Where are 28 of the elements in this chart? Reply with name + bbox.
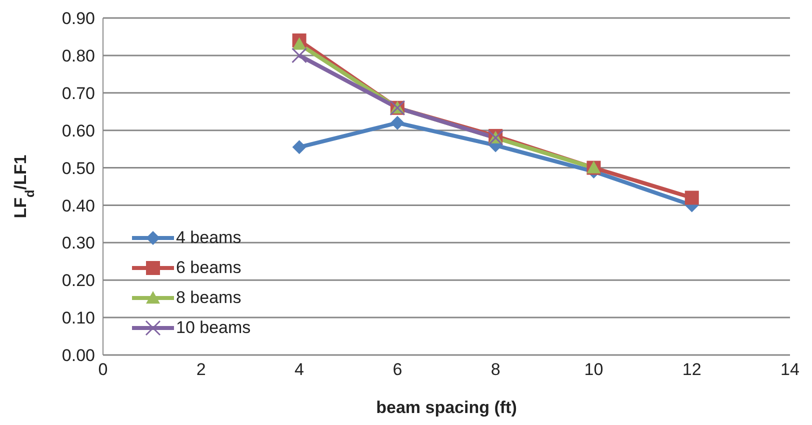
x-tick-label: 14	[780, 360, 800, 380]
point	[292, 140, 306, 154]
x-tick-label: 2	[196, 360, 206, 380]
y-tick-label: 0.20	[62, 271, 95, 290]
legend-label: 6 beams	[176, 258, 242, 278]
y-tick-label: 0.10	[62, 308, 95, 328]
y-tick-label: 0.80	[62, 46, 95, 66]
legend-label: 4 beams	[176, 228, 242, 248]
legend-label: 10 beams	[176, 318, 251, 338]
point	[292, 48, 308, 64]
point	[684, 190, 699, 205]
y-tick-label: 0.40	[62, 196, 95, 216]
x-tick-label: 4	[294, 360, 304, 380]
point	[292, 37, 306, 50]
legend-label: 8 beams	[176, 288, 242, 308]
x-tick-label: 10	[584, 360, 604, 380]
y-tick-label: 0.90	[62, 9, 95, 28]
x-tick-label: 8	[490, 360, 500, 380]
x-axis-title: beam spacing (ft)	[376, 398, 517, 417]
y-tick-label: 0.50	[62, 158, 95, 178]
x-tick-label: 0	[98, 360, 108, 380]
x-tick-label: 12	[682, 360, 702, 380]
point	[390, 116, 404, 130]
x-tick-label: 6	[392, 360, 402, 380]
y-tick-label: 0.30	[62, 234, 95, 253]
y-tick-label: 0.70	[62, 84, 95, 103]
y-tick-label: 0.60	[62, 121, 95, 140]
y-tick-label: 0.00	[62, 346, 95, 366]
